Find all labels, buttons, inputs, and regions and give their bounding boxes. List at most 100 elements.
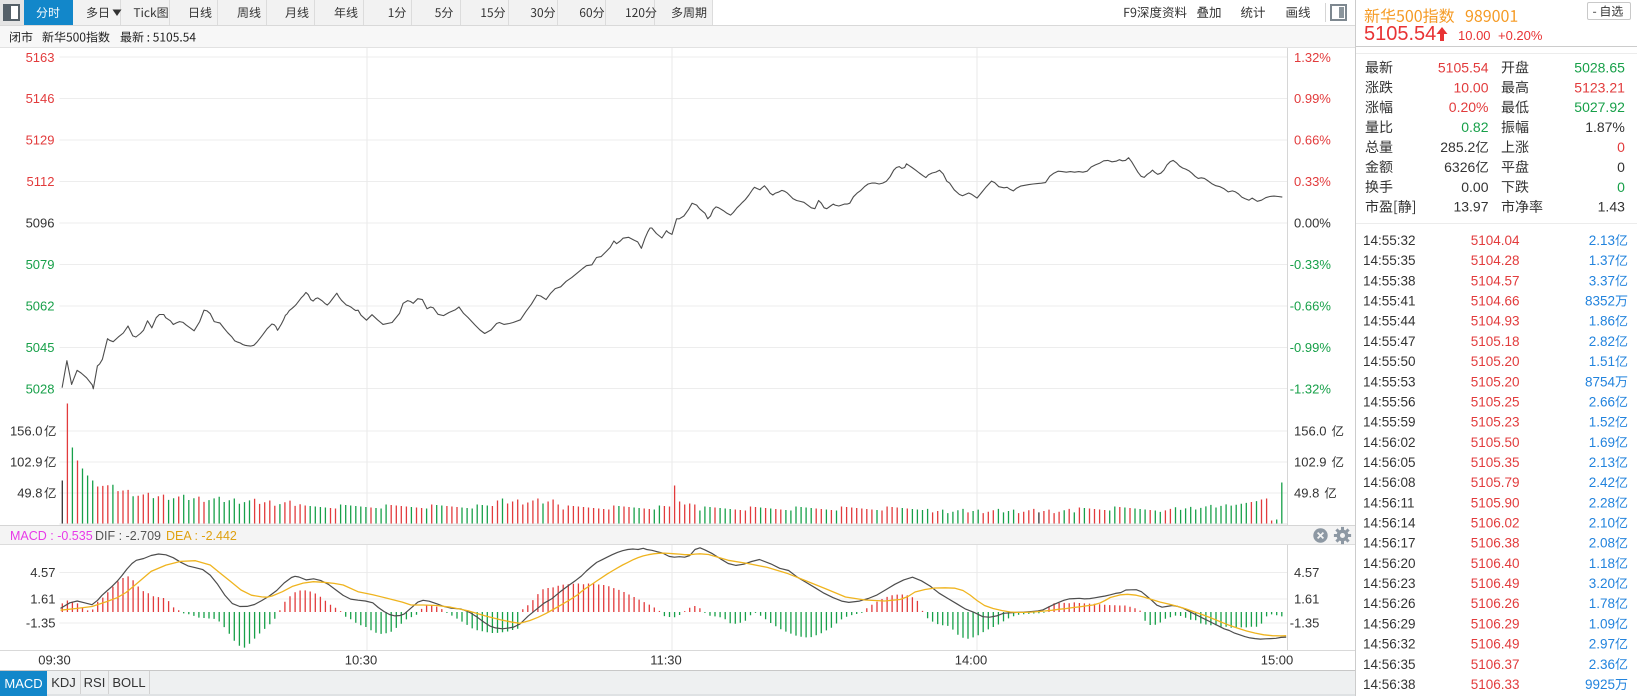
svg-text:8352: 8352 [1585,294,1615,309]
svg-text:14:55:53: 14:55:53 [1363,374,1416,389]
svg-text:13.97: 13.97 [1453,199,1488,215]
svg-text:0.66%: 0.66% [1294,133,1331,148]
svg-text:2.10: 2.10 [1589,516,1615,531]
svg-text:14:56:02: 14:56:02 [1363,435,1416,450]
svg-text:9925: 9925 [1585,677,1615,692]
svg-text:1.86: 1.86 [1589,314,1615,329]
svg-text:14:56:05: 14:56:05 [1363,455,1416,470]
svg-text:14:56:38: 14:56:38 [1363,677,1416,692]
svg-text:14:55:56: 14:55:56 [1363,394,1416,409]
svg-text:14:55:41: 14:55:41 [1363,294,1416,309]
svg-text:-0.66%: -0.66% [1290,298,1332,313]
svg-text:5062: 5062 [26,298,55,313]
svg-text:1.37: 1.37 [1589,253,1615,268]
svg-text:5045: 5045 [26,340,55,355]
svg-text:5106.38: 5106.38 [1471,536,1520,551]
svg-text:14:55:50: 14:55:50 [1363,354,1416,369]
svg-text:2.08: 2.08 [1589,536,1615,551]
svg-text:4.57: 4.57 [30,565,55,580]
svg-text:102.9: 102.9 [10,455,43,470]
svg-text:5106.49: 5106.49 [1471,637,1520,652]
svg-text:0.33%: 0.33% [1294,174,1331,189]
svg-text:4.57: 4.57 [1294,565,1319,580]
svg-text:5105.20: 5105.20 [1471,374,1520,389]
svg-text:5104.66: 5104.66 [1471,294,1520,309]
svg-text:5105.25: 5105.25 [1471,394,1520,409]
svg-text:0.99%: 0.99% [1294,91,1331,106]
svg-text:5105.23: 5105.23 [1471,415,1520,430]
svg-text:5123.21: 5123.21 [1574,79,1625,95]
svg-text:5112: 5112 [27,174,55,189]
svg-text:14:56:23: 14:56:23 [1363,576,1416,591]
svg-text:14:56:17: 14:56:17 [1363,536,1416,551]
svg-text:-1.32%: -1.32% [1290,381,1332,396]
svg-text:3.20: 3.20 [1589,576,1615,591]
svg-text:1.61: 1.61 [30,592,55,607]
svg-text:5106.40: 5106.40 [1471,556,1520,571]
svg-text:5106.37: 5106.37 [1471,657,1520,672]
svg-text:14:56:26: 14:56:26 [1363,596,1416,611]
svg-text:5106.29: 5106.29 [1471,616,1520,631]
svg-text:14:56:35: 14:56:35 [1363,657,1416,672]
svg-text:14:55:32: 14:55:32 [1363,233,1416,248]
svg-text:2.82: 2.82 [1589,334,1615,349]
svg-text:14:56:20: 14:56:20 [1363,556,1416,571]
svg-text:-0.33%: -0.33% [1290,257,1332,272]
svg-text:49.8: 49.8 [17,486,42,501]
svg-text:1.32%: 1.32% [1294,50,1331,65]
svg-text:14:56:32: 14:56:32 [1363,637,1416,652]
svg-text:14:56:08: 14:56:08 [1363,475,1416,490]
svg-text:0: 0 [1617,159,1625,175]
svg-text:14:56:29: 14:56:29 [1363,616,1416,631]
svg-text:5105.79: 5105.79 [1471,475,1520,490]
svg-text:5028: 5028 [26,381,55,396]
svg-text:-0.99%: -0.99% [1290,340,1332,355]
svg-text:5105.50: 5105.50 [1471,435,1520,450]
svg-text:14:56:11: 14:56:11 [1363,495,1415,510]
svg-text:5106.26: 5106.26 [1471,596,1520,611]
svg-text:156.0: 156.0 [10,424,43,439]
svg-text:285.2: 285.2 [1440,139,1475,155]
svg-text:1.51: 1.51 [1589,354,1615,369]
svg-text:2.42: 2.42 [1589,475,1615,490]
svg-text:0.00%: 0.00% [1294,216,1331,231]
svg-text:1.87%: 1.87% [1585,119,1625,135]
svg-text:10:30: 10:30 [345,653,378,668]
svg-text:5106.49: 5106.49 [1471,576,1520,591]
svg-text:-1.35: -1.35 [26,616,56,631]
svg-text:11:30: 11:30 [650,653,682,668]
svg-text:2.28: 2.28 [1589,495,1615,510]
svg-text:14:00: 14:00 [955,653,988,668]
svg-text:5104.28: 5104.28 [1471,253,1520,268]
svg-text:5104.93: 5104.93 [1471,314,1520,329]
svg-text:-1.35: -1.35 [1290,616,1320,631]
svg-text:5106.33: 5106.33 [1471,677,1520,692]
svg-text:5146: 5146 [26,91,55,106]
svg-text:1.61: 1.61 [1294,592,1319,607]
svg-text:5163: 5163 [26,50,55,65]
svg-text:5027.92: 5027.92 [1574,99,1625,115]
svg-text:5104.57: 5104.57 [1471,273,1520,288]
svg-text:14:55:59: 14:55:59 [1363,415,1416,430]
svg-text:5105.54: 5105.54 [1438,59,1489,75]
svg-text:5105.35: 5105.35 [1471,455,1520,470]
svg-text:0.82: 0.82 [1461,119,1488,135]
svg-text:MACD : -0.535: MACD : -0.535 [10,529,93,543]
svg-text:2.13: 2.13 [1589,233,1615,248]
svg-text:2.66: 2.66 [1589,394,1615,409]
svg-text:1.09: 1.09 [1589,616,1615,631]
svg-text:10.00: 10.00 [1453,79,1488,95]
svg-text:5105.90: 5105.90 [1471,495,1520,510]
svg-text:5096: 5096 [26,216,55,231]
svg-text:8754: 8754 [1585,374,1616,389]
svg-text:1.69: 1.69 [1589,435,1615,450]
svg-text:09:30: 09:30 [38,653,71,668]
svg-text:5105.18: 5105.18 [1471,334,1520,349]
svg-text:5104.04: 5104.04 [1471,233,1520,248]
svg-text:14:55:35: 14:55:35 [1363,253,1416,268]
svg-text:5129: 5129 [26,133,55,148]
svg-text:5106.02: 5106.02 [1471,516,1520,531]
svg-text:1.52: 1.52 [1589,415,1615,430]
svg-text:DIF : -2.709: DIF : -2.709 [95,529,161,543]
svg-text:0: 0 [1617,179,1625,195]
